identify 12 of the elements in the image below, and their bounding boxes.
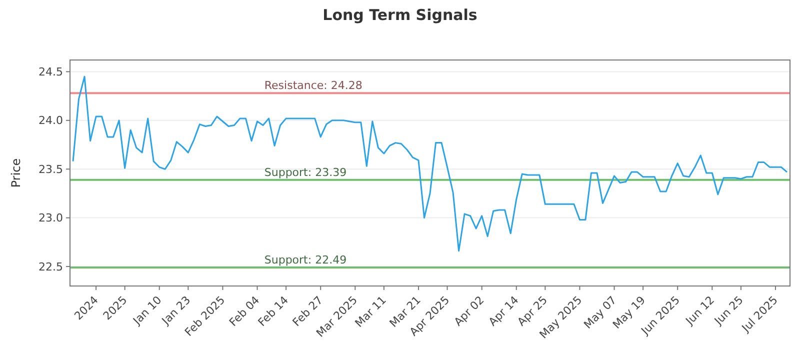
y-tick-label: 23.0	[38, 212, 63, 225]
y-tick-label: 24.5	[38, 66, 63, 79]
ref-line-label: Support: 23.39	[264, 166, 347, 179]
y-tick-label: 23.5	[38, 162, 63, 176]
ref-line-label: Resistance: 24.28	[264, 79, 362, 92]
chart-title: Long Term Signals	[322, 6, 478, 24]
y-axis-title: Price	[9, 158, 23, 188]
line-series	[72, 76, 788, 252]
y-tick-label: 22.5	[38, 260, 63, 274]
x-tick-label: Apr 02	[452, 294, 487, 329]
y-tick-label: 24.0	[38, 114, 63, 128]
ref-line-label: Support: 22.49	[264, 253, 347, 266]
